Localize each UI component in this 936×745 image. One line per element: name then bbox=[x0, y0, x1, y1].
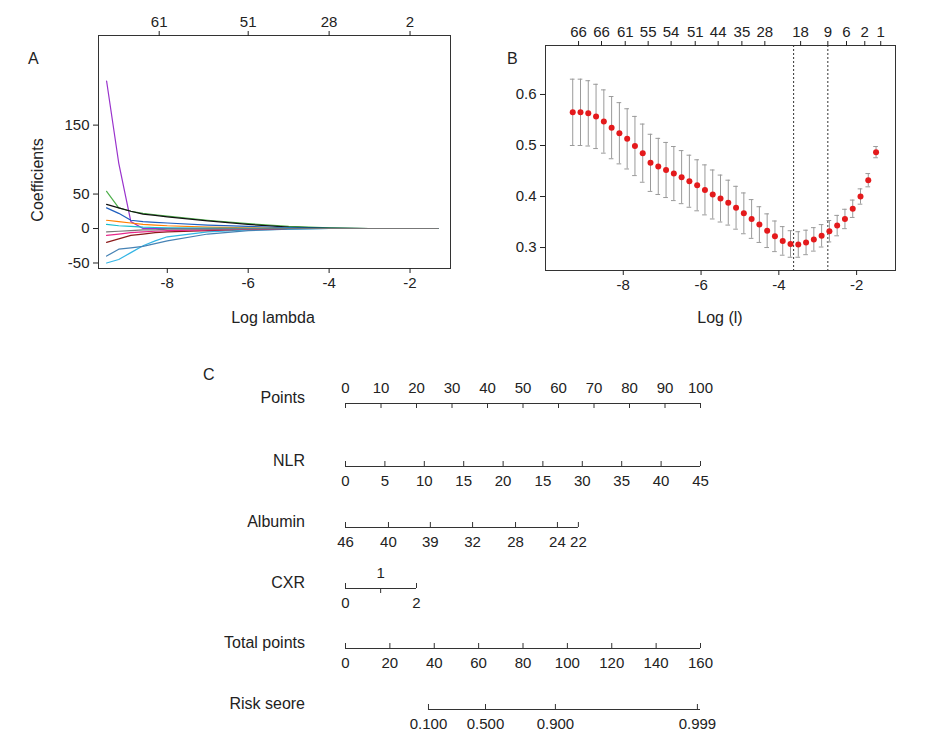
svg-text:51: 51 bbox=[687, 23, 704, 40]
svg-text:51: 51 bbox=[240, 13, 257, 30]
svg-text:80: 80 bbox=[621, 379, 638, 396]
svg-text:0.999: 0.999 bbox=[679, 715, 717, 732]
svg-text:2: 2 bbox=[406, 13, 414, 30]
svg-text:60: 60 bbox=[550, 379, 567, 396]
svg-text:70: 70 bbox=[586, 379, 603, 396]
svg-text:-2: -2 bbox=[403, 274, 416, 291]
svg-text:30: 30 bbox=[444, 379, 461, 396]
svg-text:10: 10 bbox=[416, 472, 433, 489]
svg-text:66: 66 bbox=[570, 23, 587, 40]
svg-text:28: 28 bbox=[756, 23, 773, 40]
svg-text:24: 24 bbox=[549, 533, 566, 550]
svg-text:-4: -4 bbox=[772, 276, 785, 293]
svg-text:0: 0 bbox=[81, 219, 89, 236]
svg-text:18: 18 bbox=[792, 23, 809, 40]
svg-text:39: 39 bbox=[422, 533, 439, 550]
svg-text:2: 2 bbox=[412, 594, 420, 611]
svg-text:20: 20 bbox=[382, 654, 399, 671]
svg-text:-6: -6 bbox=[242, 274, 255, 291]
svg-text:55: 55 bbox=[640, 23, 657, 40]
html-text:C: C bbox=[203, 366, 215, 383]
svg-text:35: 35 bbox=[613, 472, 630, 489]
svg-text:40: 40 bbox=[653, 472, 670, 489]
html-text:A: A bbox=[28, 50, 39, 67]
svg-text:0: 0 bbox=[341, 594, 349, 611]
svg-text:0.500: 0.500 bbox=[467, 715, 505, 732]
svg-text:-6: -6 bbox=[694, 276, 707, 293]
svg-text:15: 15 bbox=[535, 472, 552, 489]
html-text:Log lambda: Log lambda bbox=[231, 309, 315, 326]
svg-text:10: 10 bbox=[373, 379, 390, 396]
svg-text:5: 5 bbox=[381, 472, 389, 489]
svg-text:120: 120 bbox=[599, 654, 624, 671]
svg-text:0.900: 0.900 bbox=[537, 715, 575, 732]
svg-text:40: 40 bbox=[380, 533, 397, 550]
html-text:Risk seore: Risk seore bbox=[229, 695, 305, 712]
svg-text:1: 1 bbox=[376, 564, 384, 581]
svg-text:61: 61 bbox=[151, 13, 168, 30]
svg-text:50: 50 bbox=[515, 379, 532, 396]
svg-text:54: 54 bbox=[663, 23, 680, 40]
svg-text:140: 140 bbox=[644, 654, 669, 671]
svg-text:61: 61 bbox=[617, 23, 634, 40]
svg-text:9: 9 bbox=[824, 23, 832, 40]
svg-text:0.4: 0.4 bbox=[516, 187, 537, 204]
svg-text:0: 0 bbox=[341, 654, 349, 671]
svg-text:2: 2 bbox=[861, 23, 869, 40]
html-text:NLR: NLR bbox=[273, 452, 305, 469]
html-text:Albumin: Albumin bbox=[247, 513, 305, 530]
svg-text:-2: -2 bbox=[850, 276, 863, 293]
svg-text:20: 20 bbox=[495, 472, 512, 489]
svg-text:0.3: 0.3 bbox=[516, 238, 537, 255]
svg-text:150: 150 bbox=[64, 116, 89, 133]
svg-text:0.5: 0.5 bbox=[516, 136, 537, 153]
svg-text:80: 80 bbox=[515, 654, 532, 671]
html-text:Coefficients: Coefficients bbox=[29, 138, 46, 222]
svg-text:0.6: 0.6 bbox=[516, 85, 537, 102]
svg-text:0: 0 bbox=[341, 472, 349, 489]
svg-text:100: 100 bbox=[688, 379, 713, 396]
svg-text:90: 90 bbox=[657, 379, 674, 396]
html-text:CXR: CXR bbox=[271, 574, 305, 591]
svg-text:0.100: 0.100 bbox=[410, 715, 448, 732]
svg-text:35: 35 bbox=[734, 23, 751, 40]
svg-text:0: 0 bbox=[341, 379, 349, 396]
svg-text:40: 40 bbox=[479, 379, 496, 396]
svg-text:28: 28 bbox=[507, 533, 524, 550]
svg-text:32: 32 bbox=[464, 533, 481, 550]
html-text:Log (l): Log (l) bbox=[697, 309, 743, 326]
svg-text:28: 28 bbox=[321, 13, 338, 30]
html-text:Total points: Total points bbox=[224, 634, 305, 651]
svg-text:6: 6 bbox=[842, 23, 850, 40]
svg-text:-50: -50 bbox=[68, 254, 90, 271]
svg-text:45: 45 bbox=[692, 472, 709, 489]
svg-text:46: 46 bbox=[337, 533, 354, 550]
svg-text:1: 1 bbox=[877, 23, 885, 40]
svg-text:-8: -8 bbox=[161, 274, 174, 291]
svg-text:66: 66 bbox=[593, 23, 610, 40]
html-text:B: B bbox=[507, 50, 518, 67]
svg-text:-8: -8 bbox=[617, 276, 630, 293]
svg-text:160: 160 bbox=[688, 654, 713, 671]
svg-text:22: 22 bbox=[570, 533, 587, 550]
html-text:Points: Points bbox=[260, 389, 305, 406]
svg-text:40: 40 bbox=[426, 654, 443, 671]
svg-text:30: 30 bbox=[574, 472, 591, 489]
svg-text:20: 20 bbox=[408, 379, 425, 396]
svg-text:100: 100 bbox=[555, 654, 580, 671]
svg-text:-4: -4 bbox=[322, 274, 335, 291]
svg-text:15: 15 bbox=[455, 472, 472, 489]
svg-text:50: 50 bbox=[73, 185, 90, 202]
svg-text:60: 60 bbox=[470, 654, 487, 671]
svg-text:44: 44 bbox=[710, 23, 727, 40]
